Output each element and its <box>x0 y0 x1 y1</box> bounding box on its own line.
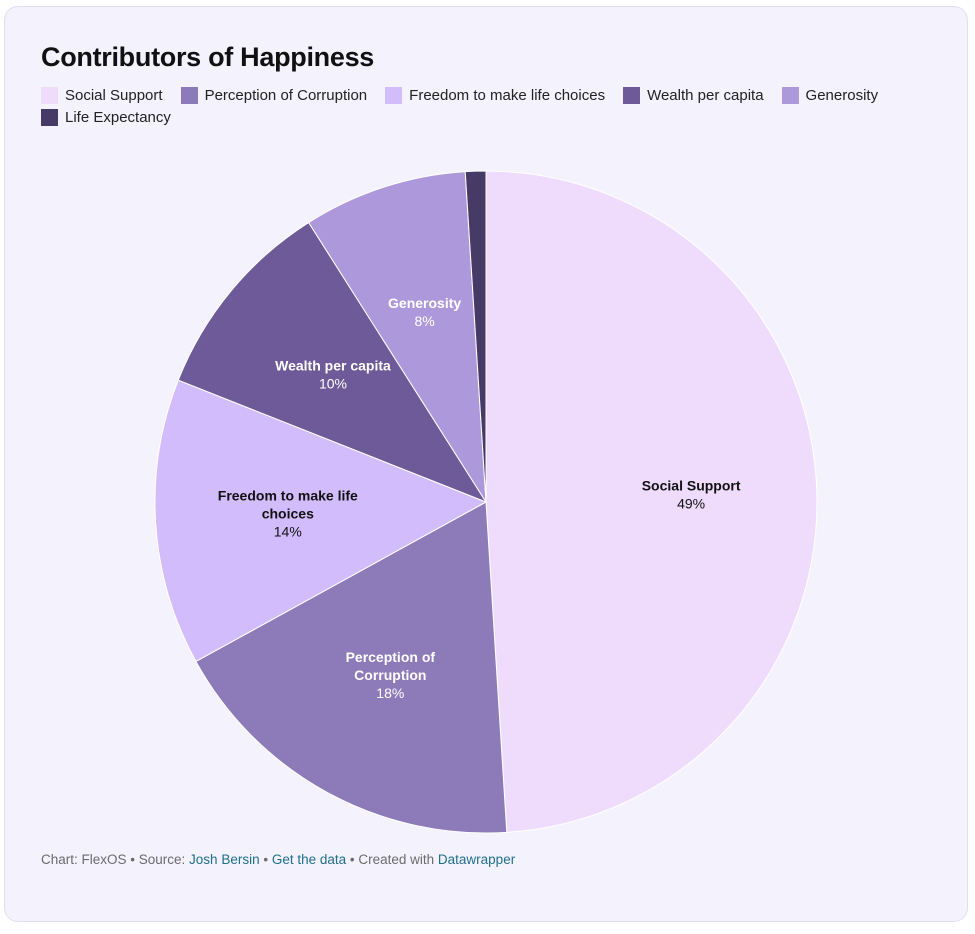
slice-label-generosity: Generosity 8% <box>388 295 461 329</box>
legend-label: Wealth per capita <box>647 86 764 104</box>
source-link[interactable]: Josh Bersin <box>189 852 260 867</box>
slice-label-wealth-per-capita: Wealth per capita 10% <box>275 357 391 391</box>
slice-label-freedom-to-make-life-choices: Freedom to make life choices 14% <box>218 487 358 539</box>
slice-label-percent: 10% <box>319 375 347 391</box>
pie-slice-wealth-per-capita <box>177 221 488 504</box>
pie-slice-perception-of-corruption <box>195 501 508 834</box>
legend-swatch <box>385 86 403 104</box>
get-data-link[interactable]: Get the data <box>271 852 347 867</box>
legend-label: Perception of Corruption <box>204 86 368 104</box>
slice-label-percent: 14% <box>274 523 302 539</box>
slice-label-name: Wealth per capita <box>275 357 391 373</box>
legend-label: Social Support <box>65 86 163 104</box>
slice-label-percent: 8% <box>415 313 435 329</box>
footer-separator: • <box>259 852 272 867</box>
slice-label-perception-of-corruption: Perception of Corruption 18% <box>346 649 436 701</box>
slice-label-percent: 49% <box>677 496 705 512</box>
slice-label-name: choices <box>262 505 314 521</box>
footer-separator: • Source: <box>126 852 190 867</box>
footer-separator: • Created with <box>346 852 438 867</box>
legend-item-life-expectancy: Life Expectancy <box>41 108 171 126</box>
slice-label-social-support: Social Support 49% <box>642 478 741 512</box>
legend-swatch <box>781 86 799 104</box>
pie-slice-freedom-to-make-life-choices <box>154 379 488 663</box>
legend: Social Support Perception of Corruption Fr… <box>41 86 921 126</box>
footer-chart-credit: Chart: FlexOS <box>41 852 127 867</box>
legend-label: Freedom to make life choices <box>409 86 606 104</box>
pie-slice-generosity <box>307 171 487 503</box>
legend-swatch <box>623 86 641 104</box>
legend-item-perception-of-corruption: Perception of Corruption <box>180 86 368 104</box>
legend-item-social-support: Social Support <box>41 86 163 104</box>
legend-label: Generosity <box>805 86 879 104</box>
slice-label-name: Social Support <box>642 478 741 494</box>
legend-label: Life Expectancy <box>65 108 171 126</box>
pie-slice-social-support <box>485 170 818 833</box>
pie-slice-life-expectancy <box>464 170 487 503</box>
slice-label-name: Freedom to make life <box>218 487 358 503</box>
legend-item-generosity: Generosity <box>781 86 879 104</box>
legend-swatch <box>41 108 58 126</box>
legend-swatch <box>180 86 198 104</box>
chart-footer: Chart: FlexOS • Source: Josh Bersin • Ge… <box>41 852 515 867</box>
slice-label-name: Generosity <box>388 295 461 311</box>
legend-swatch <box>41 86 58 104</box>
slice-label-name: Perception of <box>346 649 436 665</box>
slice-label-percent: 18% <box>376 685 404 701</box>
datawrapper-link[interactable]: Datawrapper <box>437 852 516 867</box>
legend-item-freedom-to-make-life-choices: Freedom to make life choices <box>385 86 605 104</box>
legend-item-wealth-per-capita: Wealth per capita <box>623 86 764 104</box>
slice-label-name: Corruption <box>354 667 426 683</box>
chart-title: Contributors of Happiness <box>41 42 375 72</box>
